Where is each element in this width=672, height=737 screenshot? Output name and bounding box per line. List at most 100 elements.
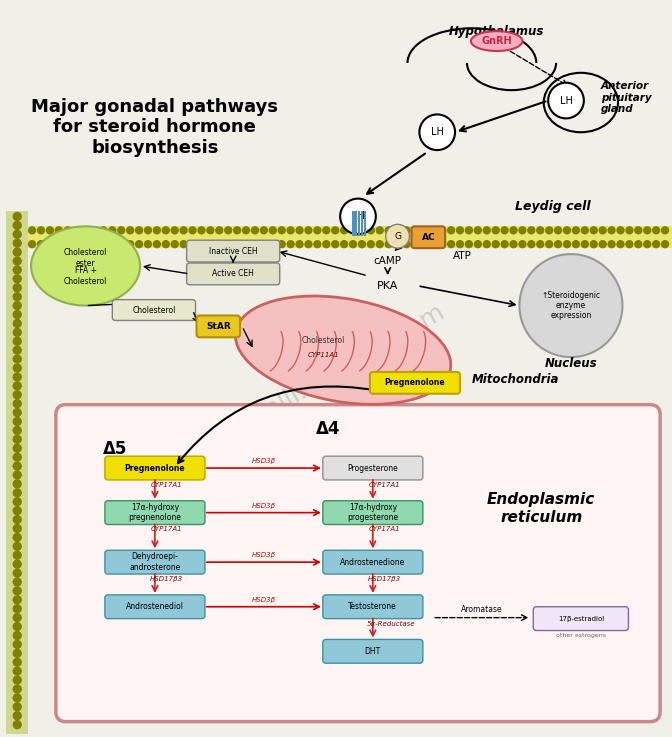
FancyBboxPatch shape bbox=[105, 551, 205, 574]
Circle shape bbox=[13, 676, 22, 684]
Circle shape bbox=[349, 241, 356, 248]
Text: DHT: DHT bbox=[365, 647, 381, 656]
FancyBboxPatch shape bbox=[323, 595, 423, 618]
Circle shape bbox=[13, 712, 22, 719]
Text: LH: LH bbox=[560, 96, 573, 105]
Circle shape bbox=[13, 319, 22, 327]
Circle shape bbox=[144, 241, 151, 248]
Circle shape bbox=[261, 227, 267, 234]
Circle shape bbox=[136, 227, 142, 234]
Text: 17α-hydroxy
progesterone: 17α-hydroxy progesterone bbox=[347, 503, 398, 523]
Circle shape bbox=[13, 551, 22, 559]
Circle shape bbox=[55, 227, 62, 234]
Text: 5α-Reductase: 5α-Reductase bbox=[366, 621, 415, 626]
FancyBboxPatch shape bbox=[112, 300, 196, 321]
Circle shape bbox=[13, 595, 22, 604]
Circle shape bbox=[163, 227, 169, 234]
Circle shape bbox=[635, 227, 642, 234]
Circle shape bbox=[13, 266, 22, 274]
Circle shape bbox=[617, 227, 624, 234]
Text: Androstenedione: Androstenedione bbox=[340, 558, 405, 567]
Circle shape bbox=[153, 241, 161, 248]
Circle shape bbox=[546, 227, 552, 234]
Circle shape bbox=[109, 227, 116, 234]
Text: CYP17A1: CYP17A1 bbox=[151, 526, 183, 532]
Circle shape bbox=[13, 257, 22, 265]
Circle shape bbox=[13, 623, 22, 631]
Circle shape bbox=[287, 241, 294, 248]
Circle shape bbox=[13, 605, 22, 612]
Circle shape bbox=[269, 227, 276, 234]
FancyBboxPatch shape bbox=[196, 315, 240, 338]
Circle shape bbox=[243, 241, 249, 248]
Text: cAMP: cAMP bbox=[374, 256, 402, 266]
Circle shape bbox=[608, 227, 615, 234]
Circle shape bbox=[474, 241, 481, 248]
Circle shape bbox=[224, 241, 232, 248]
Circle shape bbox=[439, 227, 446, 234]
Circle shape bbox=[144, 227, 151, 234]
Circle shape bbox=[100, 227, 107, 234]
Circle shape bbox=[421, 241, 428, 248]
Circle shape bbox=[216, 241, 222, 248]
Circle shape bbox=[403, 241, 410, 248]
Circle shape bbox=[46, 241, 53, 248]
Circle shape bbox=[573, 241, 579, 248]
Text: HSD17β3: HSD17β3 bbox=[368, 576, 401, 582]
FancyBboxPatch shape bbox=[370, 372, 460, 394]
Text: Δ5: Δ5 bbox=[103, 440, 128, 458]
Circle shape bbox=[492, 227, 499, 234]
Circle shape bbox=[29, 227, 36, 234]
Text: Pregnenolone: Pregnenolone bbox=[124, 464, 185, 472]
Circle shape bbox=[13, 694, 22, 702]
Circle shape bbox=[216, 227, 222, 234]
Circle shape bbox=[314, 227, 321, 234]
Circle shape bbox=[171, 241, 178, 248]
FancyBboxPatch shape bbox=[56, 405, 660, 722]
Circle shape bbox=[13, 480, 22, 488]
Circle shape bbox=[13, 497, 22, 506]
Circle shape bbox=[13, 471, 22, 479]
Text: HSD3β: HSD3β bbox=[252, 503, 276, 509]
Circle shape bbox=[189, 227, 196, 234]
Text: ATP: ATP bbox=[452, 251, 472, 261]
Circle shape bbox=[163, 241, 169, 248]
Circle shape bbox=[269, 241, 276, 248]
Text: Progesterone: Progesterone bbox=[347, 464, 398, 472]
Circle shape bbox=[332, 241, 339, 248]
Circle shape bbox=[573, 227, 579, 234]
Circle shape bbox=[13, 721, 22, 729]
Ellipse shape bbox=[31, 226, 140, 306]
Circle shape bbox=[13, 338, 22, 345]
Circle shape bbox=[13, 462, 22, 470]
Circle shape bbox=[13, 489, 22, 497]
Circle shape bbox=[198, 227, 205, 234]
Circle shape bbox=[73, 241, 80, 248]
Circle shape bbox=[109, 241, 116, 248]
Circle shape bbox=[341, 241, 347, 248]
Circle shape bbox=[385, 227, 392, 234]
Circle shape bbox=[13, 667, 22, 675]
Circle shape bbox=[296, 241, 303, 248]
Circle shape bbox=[13, 578, 22, 586]
Circle shape bbox=[198, 241, 205, 248]
Text: CYP11A1: CYP11A1 bbox=[308, 352, 339, 358]
Circle shape bbox=[448, 241, 454, 248]
Circle shape bbox=[13, 685, 22, 693]
Circle shape bbox=[278, 241, 285, 248]
Circle shape bbox=[136, 241, 142, 248]
Circle shape bbox=[617, 241, 624, 248]
Circle shape bbox=[13, 382, 22, 390]
Text: Major gonadal pathways
for steroid hormone
biosynthesis: Major gonadal pathways for steroid hormo… bbox=[32, 97, 278, 157]
Circle shape bbox=[483, 241, 491, 248]
Circle shape bbox=[394, 227, 401, 234]
Circle shape bbox=[483, 227, 491, 234]
Circle shape bbox=[554, 227, 562, 234]
Circle shape bbox=[349, 227, 356, 234]
Circle shape bbox=[419, 114, 455, 150]
Circle shape bbox=[581, 241, 588, 248]
Circle shape bbox=[430, 241, 437, 248]
Text: HSD3β: HSD3β bbox=[252, 552, 276, 558]
Circle shape bbox=[251, 227, 259, 234]
Circle shape bbox=[519, 241, 526, 248]
